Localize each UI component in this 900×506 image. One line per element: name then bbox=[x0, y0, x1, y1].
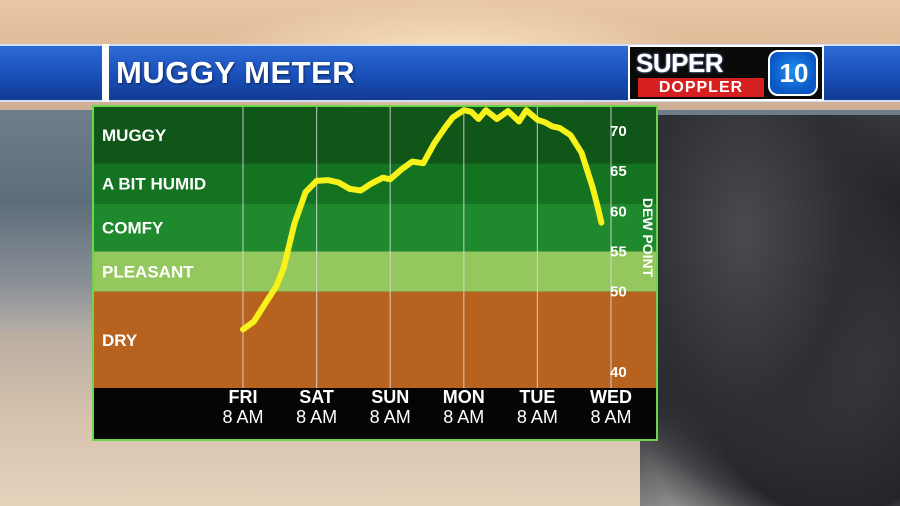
x-tick-time: 8 AM bbox=[443, 407, 484, 427]
zone-label: DRY bbox=[102, 331, 138, 350]
x-tick-day: WED bbox=[590, 387, 632, 407]
page-title: MUGGY METER bbox=[116, 55, 356, 90]
x-tick-time: 8 AM bbox=[296, 407, 337, 427]
zone-band-0 bbox=[94, 291, 656, 388]
x-tick-day: TUE bbox=[519, 387, 555, 407]
y-tick-label: 50 bbox=[610, 284, 627, 301]
y-tick-label: 60 bbox=[610, 203, 627, 220]
x-tick-day: SUN bbox=[371, 387, 409, 407]
dew-point-line bbox=[240, 107, 605, 333]
logo-word-top: SUPER bbox=[636, 48, 724, 78]
x-tick-time: 8 AM bbox=[517, 407, 558, 427]
logo-number: 10 bbox=[779, 58, 809, 88]
zone-label: PLEASANT bbox=[102, 263, 194, 282]
x-tick-time: 8 AM bbox=[590, 407, 631, 427]
zone-band-4 bbox=[94, 107, 656, 164]
y-tick-label: 40 bbox=[610, 364, 627, 381]
y-tick-label: 65 bbox=[610, 163, 627, 180]
x-tick-day: FRI bbox=[229, 387, 258, 407]
y-axis-label: DEW POINT bbox=[640, 198, 656, 278]
zone-label: A BIT HUMID bbox=[102, 174, 206, 193]
y-tick-label: 70 bbox=[610, 123, 627, 140]
logo-badge: 10 bbox=[768, 50, 818, 96]
muggy-meter-chart: DRY PLEASANT COMFY A BIT HUMID MUGGY 40 50 55 6… bbox=[94, 107, 656, 439]
x-tick-day: SAT bbox=[299, 387, 334, 407]
zone-label: COMFY bbox=[102, 218, 164, 237]
x-tick-day: MON bbox=[443, 387, 485, 407]
logo-word-bottom: DOPPLER bbox=[638, 78, 764, 97]
x-axis-band bbox=[94, 388, 656, 439]
banner-accent bbox=[102, 44, 109, 102]
zone-band-1 bbox=[94, 251, 656, 292]
zone-band-2 bbox=[94, 203, 656, 252]
x-tick-time: 8 AM bbox=[370, 407, 411, 427]
rocks-background bbox=[640, 115, 900, 506]
zone-label: MUGGY bbox=[102, 126, 167, 145]
x-tick-time: 8 AM bbox=[222, 407, 263, 427]
station-logo: SUPER DOPPLER 10 bbox=[628, 45, 824, 101]
y-tick-label: 55 bbox=[610, 244, 627, 261]
